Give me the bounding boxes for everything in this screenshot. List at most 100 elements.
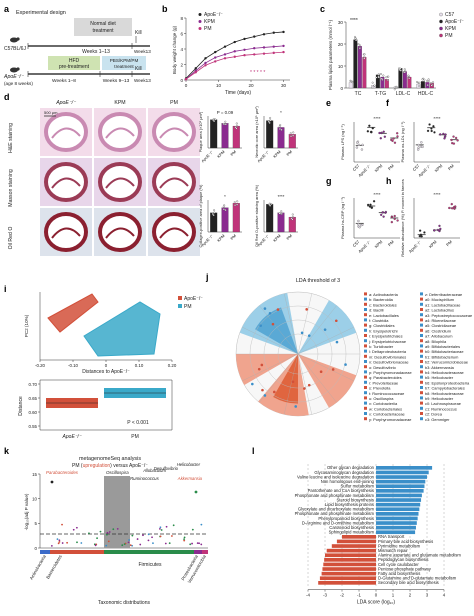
j-legend-marker	[364, 380, 367, 384]
j-node	[344, 363, 347, 366]
l-xtick: 3	[426, 593, 429, 598]
g-dot	[393, 217, 396, 221]
l-pathway-label: Phosphonate and phosphinate metabolism	[295, 493, 375, 498]
j-legend-right: a3: Peptostreptococcaceae	[425, 313, 472, 318]
j-legend-left: e: Lactobacillales	[369, 313, 399, 318]
c-dot	[357, 43, 360, 46]
k-point	[75, 526, 78, 529]
h-dot	[438, 229, 441, 233]
l-bar-negative	[324, 558, 376, 562]
l-pathway-label: Pantothenate and CoA biosynthesis	[308, 488, 374, 493]
g-dot	[390, 215, 394, 219]
j-legend-marker	[420, 406, 423, 410]
c-legend-marker	[439, 12, 443, 17]
vessel-ring	[152, 162, 196, 202]
j-legend-right: b1: Bifidobacterium	[425, 354, 458, 359]
j-legend-marker	[420, 360, 423, 363]
k-point	[58, 539, 61, 542]
panel-a-title: Experimental design	[16, 10, 66, 16]
f-xtick: KPM	[434, 163, 444, 173]
pbs-box	[102, 56, 146, 70]
plaque-shape	[159, 227, 189, 239]
d-oilred-dot	[269, 204, 272, 207]
c-dot	[427, 78, 430, 81]
k-point	[136, 538, 139, 540]
j-legend-left: f: Clostridia	[369, 318, 389, 323]
plaque-shape	[51, 127, 81, 139]
k-annotation: Helicobacter	[177, 462, 201, 467]
week13-label: Week13	[134, 49, 151, 54]
l-xtick: 4	[443, 593, 446, 598]
l-pathway-label: Cell cycle caulobacter	[378, 562, 419, 567]
k-point	[183, 539, 186, 542]
vessel-ring	[98, 112, 142, 152]
i-legend-marker	[178, 304, 182, 308]
l-pathway-label: Glycosaminoglycan degradation	[314, 470, 374, 475]
f-dot	[443, 137, 446, 140]
e-dot	[360, 148, 364, 151]
k-ytick: 10	[32, 496, 37, 501]
j-legend-marker	[364, 313, 367, 317]
i-xlabel: Distances to ApoE⁻/⁻	[82, 369, 130, 375]
h-stars: ****	[433, 192, 440, 197]
c-ytick: 20	[338, 42, 344, 47]
d-collagen-dot	[233, 201, 236, 204]
c-ylabel: Plasma lipids parameters (mmol l⁻¹)	[328, 19, 333, 90]
l-bar-negative	[326, 548, 376, 553]
d-collagen-xtick: PM	[229, 233, 237, 241]
j-node	[307, 383, 311, 387]
scale-bar-label: 500 μm	[44, 110, 58, 115]
b-point	[282, 44, 285, 48]
c-dot	[380, 77, 383, 80]
h-dot	[438, 224, 441, 228]
j-branch	[284, 293, 299, 355]
e-xtick: C57	[351, 163, 360, 172]
k-annotation: Oscillospira	[106, 470, 129, 475]
j-legend-marker	[364, 349, 367, 353]
j-legend-left: o: Desulfovibrio	[369, 365, 396, 370]
h-dot	[448, 206, 451, 210]
plaque-shape	[159, 127, 189, 139]
l-bar-positive	[376, 530, 416, 535]
e-dot	[391, 139, 394, 142]
l-pathway-label: Other glycan degradation	[327, 465, 375, 470]
d-plaque-bar	[232, 125, 240, 149]
j-legend-right: a0: Mucispirillum	[425, 297, 454, 302]
plaque-shape	[105, 227, 135, 239]
d-necrotic-dot	[290, 135, 292, 138]
d-collagen-dot	[224, 209, 227, 212]
h-dot	[450, 202, 453, 206]
d-oilred-ylabel: Oil Red O-positive staining area (%)	[254, 184, 259, 247]
j-legend-marker	[364, 297, 367, 301]
j-legend-left: j: Erysipelotrichaceae	[368, 339, 406, 344]
j-node	[271, 322, 275, 326]
k-point	[107, 540, 110, 543]
d-collagen-dot	[213, 209, 216, 212]
d-necrotic-xtick: PM	[285, 149, 293, 157]
d-plaque-dot	[213, 120, 216, 123]
plaque-shape	[51, 227, 81, 239]
l-pathway-label: Primary bile acid biosynthesis	[378, 539, 433, 544]
j-branch	[297, 326, 354, 355]
k-phylum-bar	[194, 550, 202, 554]
g-dot	[380, 213, 383, 216]
b-point	[223, 45, 227, 48]
k-annotation: Parabacteroides	[46, 470, 79, 475]
k-ytick: 5	[35, 521, 38, 526]
j-branch	[259, 353, 299, 403]
e-dot	[379, 137, 382, 140]
j-legend-right: a5: Clostridiaceae	[425, 323, 456, 328]
g-ylabel: Plasma hs-CRP (ng l⁻¹)	[340, 196, 345, 239]
k-point	[61, 542, 64, 544]
l-pathway-label: Lipid biosynthesis proteins	[325, 502, 374, 507]
k-point	[105, 544, 108, 547]
k-point	[61, 523, 63, 526]
b-ytick: 4	[180, 47, 183, 52]
d-plaque-pval: P = 0.09	[217, 110, 234, 115]
j-legend-right: c0: Lachnospiraceae	[425, 401, 461, 406]
g-dot	[368, 205, 372, 208]
l-xtick: -2	[340, 593, 344, 598]
j-branch	[259, 305, 299, 355]
panel-letter: a	[4, 4, 10, 14]
c-bar	[420, 81, 425, 89]
